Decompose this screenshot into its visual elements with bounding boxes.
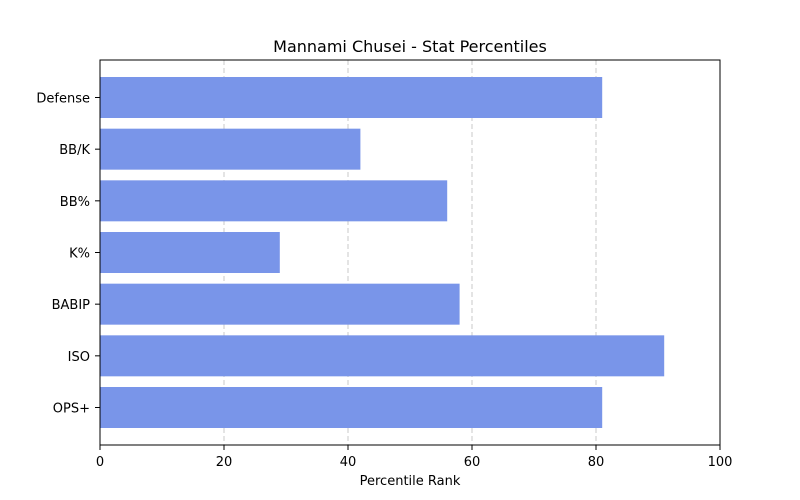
bar-defense [100, 77, 603, 118]
bar-bb-k [100, 128, 361, 170]
y-tick-label: OPS+ [53, 402, 90, 417]
bar-bb- [100, 180, 448, 222]
y-tick-label: BB/K [59, 143, 90, 158]
y-tick-label: BABIP [52, 298, 91, 313]
x-axis-label: Percentile Rank [360, 474, 461, 489]
bar-ops- [100, 387, 603, 428]
x-tick-label: 40 [340, 455, 357, 470]
y-tick-label: Defense [36, 92, 90, 107]
y-tick-label: ISO [68, 350, 90, 365]
bar-babip [100, 283, 460, 325]
bar-iso [100, 335, 665, 377]
bar-k- [100, 232, 280, 273]
y-axis-ticks: Defense BB/K BB% K% BABIP ISO OPS+ [36, 92, 100, 417]
y-tick-label: BB% [60, 195, 90, 210]
bars [100, 77, 665, 428]
chart-title: Mannami Chusei - Stat Percentiles [273, 37, 547, 56]
y-tick-label: K% [69, 247, 90, 262]
x-tick-label: 20 [216, 455, 233, 470]
x-tick-label: 0 [96, 455, 104, 470]
x-tick-label: 60 [464, 455, 481, 470]
x-tick-label: 80 [588, 455, 605, 470]
x-tick-label: 100 [708, 455, 733, 470]
x-axis-ticks: 0 20 40 60 80 100 [96, 445, 733, 470]
